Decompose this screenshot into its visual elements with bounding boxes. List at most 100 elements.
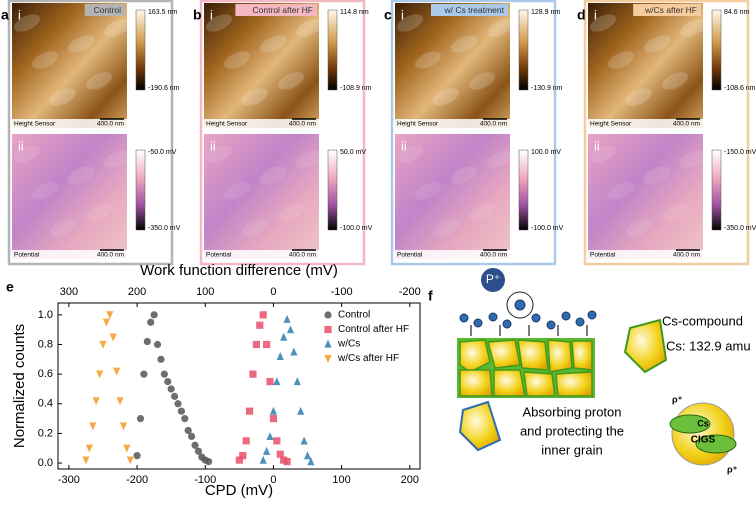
colorbar-max: 163.5 nm (148, 9, 177, 16)
point (164, 377, 172, 386)
grain-shape (458, 400, 502, 452)
texture (49, 88, 77, 106)
point (92, 397, 100, 406)
height-tag: i (210, 7, 213, 22)
label-box (633, 4, 701, 16)
label-box (235, 4, 317, 16)
colorbar (711, 149, 722, 231)
point (167, 385, 175, 393)
point (263, 340, 271, 349)
potential-image (12, 134, 127, 259)
point (259, 455, 267, 464)
x2-axis-title: Work function difference (mV) (140, 262, 338, 279)
x-tick-label: -100 (194, 474, 216, 486)
potential-image (204, 134, 319, 259)
texture (661, 72, 689, 90)
point (133, 452, 141, 460)
caption-strip (588, 250, 703, 259)
desc-line: and protecting the (520, 423, 624, 438)
legend-label: w/Cs after HF (337, 353, 399, 364)
texture (205, 145, 233, 163)
afm-panel: d i Height Sensor 400.0 nm 84.6 nm -108.6 nm i… (577, 0, 756, 266)
caption-strip (395, 119, 510, 128)
point (303, 451, 312, 460)
potential-tag: ii (18, 138, 24, 153)
texture (295, 19, 323, 37)
texture (607, 51, 635, 69)
height-image (204, 3, 319, 128)
y-tick-label: 0.4 (38, 398, 53, 410)
texture (450, 166, 478, 184)
height-tag: i (18, 7, 21, 22)
texture (241, 88, 269, 106)
point (153, 340, 162, 349)
texture (661, 203, 689, 221)
texture (67, 35, 95, 53)
point (286, 325, 295, 334)
cs-label: Cs (697, 418, 709, 428)
legend-label: Control after HF (338, 324, 409, 335)
point (276, 450, 284, 458)
panel-label: Control after HF (253, 5, 313, 15)
panel-letter: e (6, 279, 14, 295)
point (177, 407, 185, 415)
y-tick-label: 0.0 (38, 457, 53, 469)
y-tick-label: 0.8 (38, 338, 53, 350)
colorbar-min: -190.6 nm (148, 85, 180, 92)
point (300, 436, 308, 445)
height-image (588, 3, 703, 128)
x2-tick-label: 300 (60, 286, 78, 298)
point (252, 340, 260, 349)
caption-strip (588, 119, 703, 128)
point (106, 311, 114, 320)
point (266, 432, 274, 440)
texture (85, 203, 113, 221)
point (249, 370, 257, 378)
point (239, 452, 247, 460)
desc-line: inner grain (541, 442, 602, 457)
point (150, 311, 158, 319)
point (136, 415, 145, 423)
point (245, 407, 254, 415)
panel-border (7, 0, 174, 266)
point (297, 406, 305, 415)
point (259, 311, 267, 319)
x-tick-label: -200 (126, 474, 148, 486)
texture (205, 14, 233, 32)
colorbar-min: -100.0 mV (531, 225, 564, 232)
point (82, 456, 90, 465)
height-scale: 400.0 nm (673, 121, 700, 128)
point (191, 441, 199, 449)
potential-tag: ii (594, 138, 600, 153)
caption-strip (204, 119, 319, 128)
colorbar-min: -108.9 nm (340, 85, 372, 92)
point (205, 457, 213, 466)
potential-caption: Potential (206, 252, 232, 259)
colorbar (518, 9, 529, 91)
panel-letter: d (577, 7, 586, 23)
panel-label: Control (94, 5, 122, 15)
point (283, 457, 291, 466)
point (276, 352, 284, 360)
colorbar-min: -108.6 nm (724, 85, 756, 92)
point (85, 444, 93, 453)
point (157, 355, 165, 363)
x-tick-label: 200 (401, 474, 419, 486)
arrows (470, 325, 588, 336)
cs-compound-shape (623, 318, 668, 374)
point (235, 456, 243, 464)
texture (67, 166, 95, 184)
colorbar-max: 84.6 nm (724, 9, 749, 16)
compound-label: Cs-compound (662, 313, 743, 328)
texture (432, 219, 460, 237)
panel-letter: b (193, 7, 202, 23)
texture (468, 203, 496, 221)
cigs-label: CIGS (691, 435, 716, 446)
texture (31, 182, 59, 200)
x2-tick-label: 100 (196, 286, 214, 298)
colorbar-max: 50.0 mV (340, 149, 366, 156)
texture (625, 88, 653, 106)
colorbar (327, 149, 338, 231)
rho-label: ρ⁺ (727, 464, 738, 474)
height-tag: i (594, 7, 597, 22)
